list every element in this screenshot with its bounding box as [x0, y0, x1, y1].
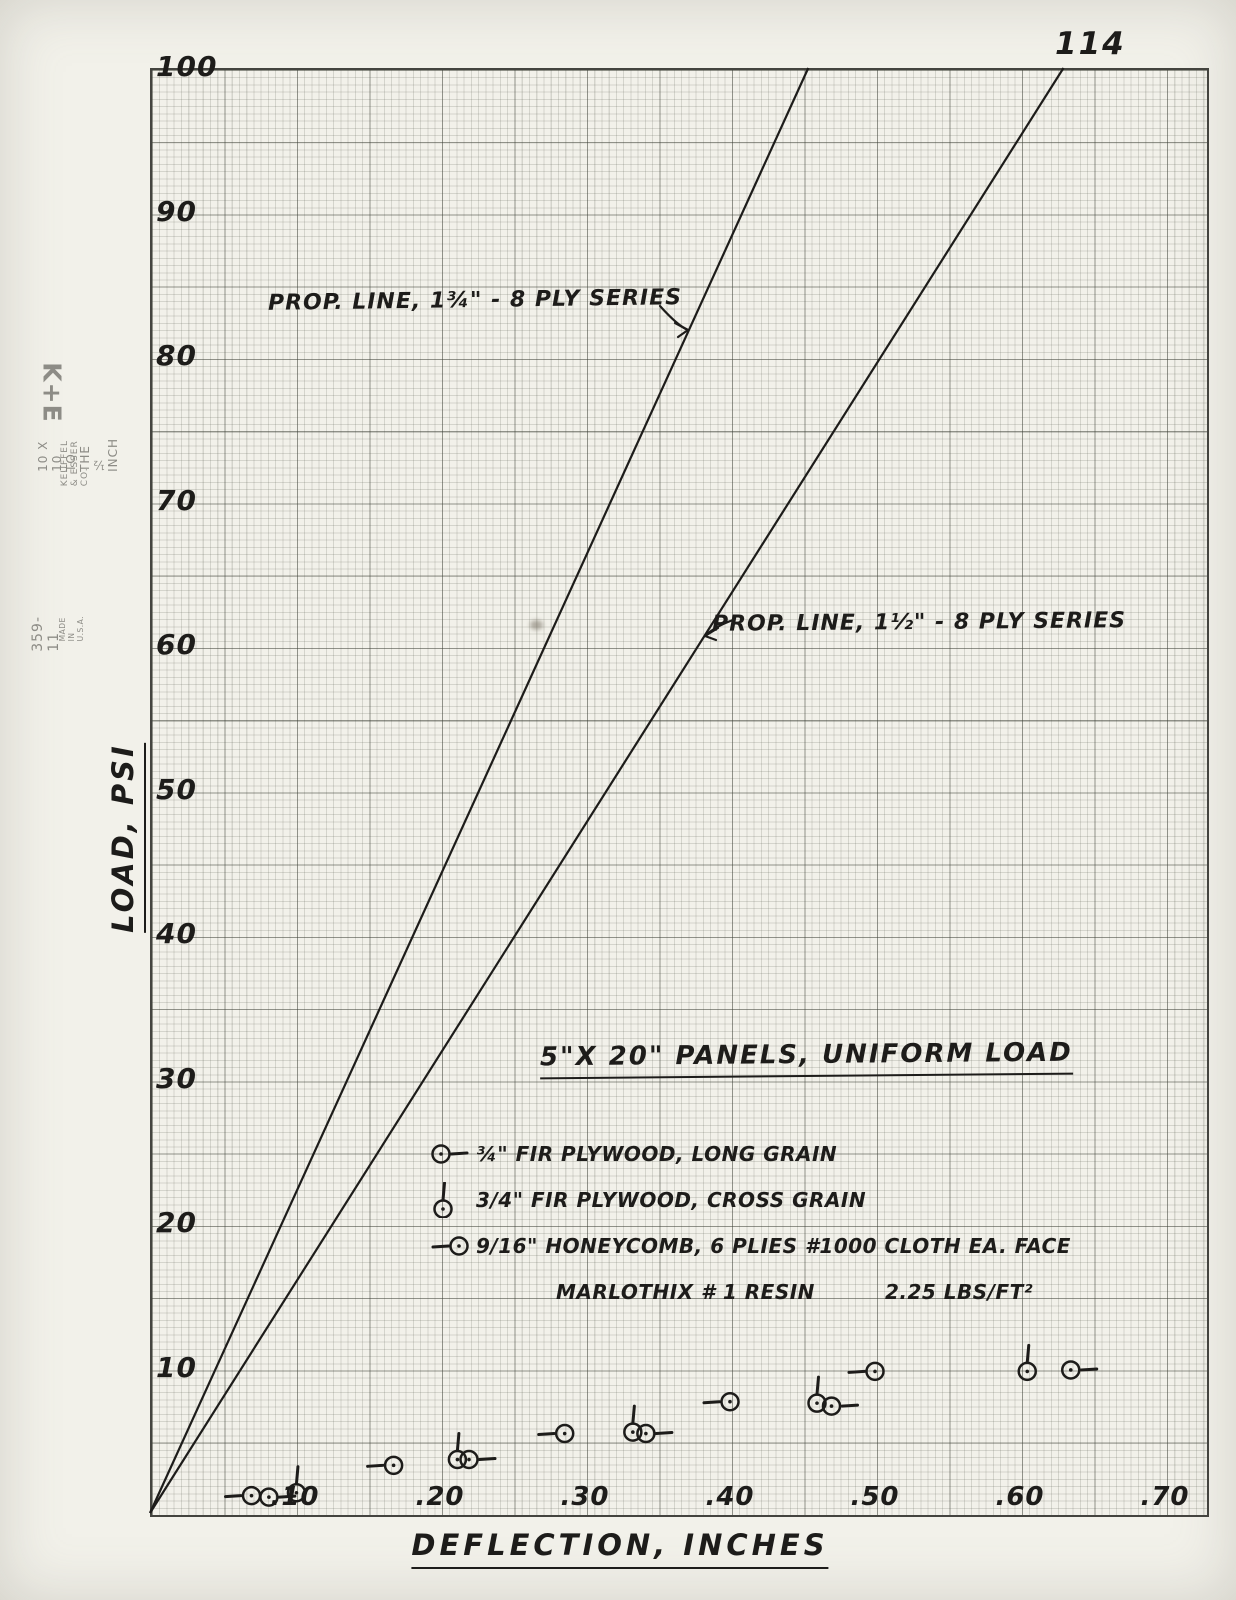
x-axis-title: DEFLECTION, INCHES	[411, 1528, 829, 1569]
prop-line-label-2: PROP. LINE, 1½" - 8 PLY SERIES	[711, 608, 1127, 637]
legend-symbol	[433, 1181, 453, 1219]
y-tick-label: 60	[156, 627, 197, 661]
data-point-center	[439, 1152, 443, 1156]
y-tick-label: 50	[156, 772, 197, 806]
y-tick-label: 10	[156, 1350, 197, 1384]
x-tick-label: .40	[705, 1482, 755, 1512]
x-tick-label: .60	[995, 1482, 1045, 1512]
y-tick-label: 90	[156, 194, 197, 228]
page-number: 114	[1055, 26, 1126, 62]
legend-note-resin: MARLOTHIX # 1 RESIN	[556, 1280, 815, 1304]
y-tick-label: 20	[156, 1205, 197, 1239]
paper-smudge	[530, 620, 543, 630]
y-axis-title: LOAD, PSI	[106, 743, 146, 933]
legend-item: 3/4" FIR PLYWOOD, CROSS GRAIN	[428, 1181, 1071, 1219]
made-in-text: MADE IN U.S.A.	[58, 615, 85, 642]
x-tick-label: .20	[415, 1482, 465, 1512]
chart-title: 5"X 20" PANELS, UNIFORM LOAD	[539, 1037, 1074, 1080]
x-tick-label: .30	[560, 1482, 610, 1512]
marker-tick	[441, 1181, 446, 1202]
legend-label: ¾" FIR PLYWOOD, LONG GRAIN	[476, 1142, 838, 1166]
legend-item: ¾" FIR PLYWOOD, LONG GRAIN	[428, 1136, 1071, 1172]
marker-dash	[431, 1244, 450, 1249]
data-point-center	[441, 1207, 445, 1211]
y-tick-label: 40	[156, 916, 197, 950]
ke-logo: K+E	[37, 362, 67, 423]
brand-name-text: KEUFFEL & ESSER CO.	[60, 440, 90, 487]
x-tick-label: .70	[1140, 1482, 1190, 1512]
legend-note-weight: 2.25 LBS/FT²	[884, 1280, 1034, 1304]
x-tick-label: .10	[270, 1482, 320, 1512]
y-tick-label: 100	[156, 49, 218, 83]
y-tick-label: 30	[156, 1061, 197, 1095]
y-tick-label: 70	[156, 483, 197, 517]
legend-label: 3/4" FIR PLYWOOD, CROSS GRAIN	[476, 1188, 867, 1212]
legend-item: 9/16" HONEYCOMB, 6 PLIES #1000 CLOTH EA.…	[428, 1228, 1071, 1264]
data-point-marker	[449, 1236, 469, 1256]
x-tick-label: .50	[850, 1482, 900, 1512]
legend-symbol	[431, 1144, 469, 1164]
legend-item: MARLOTHIX # 1 RESIN 2.25 LBS/FT²	[556, 1274, 1071, 1310]
legend-symbol	[431, 1236, 469, 1256]
long-grain-marker-icon	[428, 1136, 476, 1172]
honeycomb-marker-icon	[428, 1228, 476, 1264]
y-tick-label: 80	[156, 338, 197, 372]
data-point-marker	[431, 1144, 451, 1164]
legend-label: 9/16" HONEYCOMB, 6 PLIES #1000 CLOTH EA.…	[476, 1234, 1071, 1258]
data-point-center	[457, 1244, 461, 1248]
cross-grain-marker-icon	[428, 1181, 476, 1219]
marker-dash	[450, 1151, 469, 1156]
legend: ¾" FIR PLYWOOD, LONG GRAIN 3/4" FIR PLYW…	[428, 1136, 1071, 1310]
